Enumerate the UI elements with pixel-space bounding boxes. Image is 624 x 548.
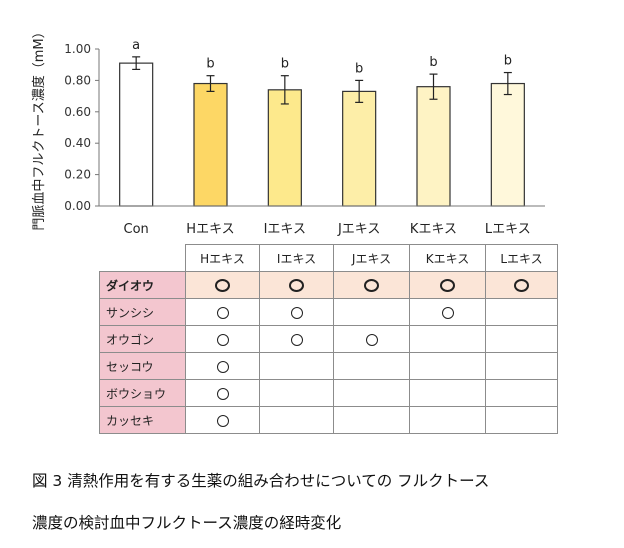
- table-cell: [333, 298, 410, 326]
- caption-line-2: 濃度の検討血中フルクトース濃度の経時変化: [32, 514, 342, 532]
- table-cell: [259, 379, 334, 407]
- included-circle-icon: [216, 333, 229, 346]
- y-tick-label: 1.00: [64, 42, 91, 56]
- included-circle-icon: [440, 279, 455, 292]
- table-cell: [333, 325, 410, 353]
- x-axis-labels: Con Hエキス Iエキス Jエキス Kエキス Lエキス: [124, 222, 531, 237]
- significance-letter: b: [429, 55, 437, 70]
- bars: [119, 62, 525, 207]
- table-cell: [259, 352, 334, 380]
- y-tick-label: 0.60: [64, 105, 91, 119]
- table-cell: [485, 379, 558, 407]
- bar: [490, 82, 525, 207]
- y-tick-label: 0.20: [64, 168, 91, 182]
- included-circle-icon: [216, 387, 229, 400]
- x-tick-label: Lエキス: [485, 222, 531, 237]
- y-axis-label-text: 門脈血中フルクトース濃度（mM）: [31, 25, 47, 230]
- y-axis-ticks: 0.00 0.20 0.40 0.60 0.80 1.00: [64, 42, 99, 213]
- table-cell: [259, 271, 334, 299]
- table-cell: [333, 352, 410, 380]
- y-tick-label: 0.80: [64, 73, 91, 87]
- table-cell: [185, 298, 260, 326]
- x-tick-label: Iエキス: [264, 222, 306, 237]
- table-header-row: Hエキス Iエキス Jエキス Kエキス Lエキス: [99, 244, 558, 272]
- table-cell: [333, 406, 410, 434]
- significance-letter: b: [504, 54, 512, 69]
- included-circle-icon: [216, 414, 229, 427]
- table-row: オウゴン: [99, 325, 558, 353]
- included-circle-icon: [215, 279, 230, 292]
- table-cell: [185, 379, 260, 407]
- bar: [342, 90, 377, 207]
- table-cell: [409, 271, 486, 299]
- included-circle-icon: [289, 279, 304, 292]
- table-cell: [259, 325, 334, 353]
- table-row: カッセキ: [99, 406, 558, 434]
- table-cell: [409, 379, 486, 407]
- x-tick-label: Hエキス: [186, 222, 234, 237]
- x-tick-label: Jエキス: [337, 222, 380, 237]
- table-row: ダイオウ: [99, 271, 558, 299]
- significance-labels: a b b b b b: [132, 38, 512, 77]
- row-header: ダイオウ: [99, 271, 186, 299]
- included-circle-icon: [365, 333, 378, 346]
- column-header: Iエキス: [259, 244, 334, 272]
- table-row: サンシシ: [99, 298, 558, 326]
- bar-chart: 門脈血中フルクトース濃度（mM） 0.00 0.20 0.40 0.60 0.80 1.0…: [31, 25, 545, 237]
- y-axis-label: 門脈血中フルクトース濃度（mM）: [31, 25, 47, 230]
- table-cell: [259, 406, 334, 434]
- table-cell: [185, 325, 260, 353]
- table-cell: [409, 352, 486, 380]
- table-cell: [185, 406, 260, 434]
- table-cell: [409, 325, 486, 353]
- table-cell: [485, 352, 558, 380]
- included-circle-icon: [290, 306, 303, 319]
- row-header: ボウショウ: [99, 379, 186, 407]
- significance-letter: b: [206, 57, 214, 72]
- included-circle-icon: [216, 306, 229, 319]
- significance-letter: b: [355, 61, 363, 76]
- table-cell: [409, 406, 486, 434]
- included-circle-icon: [514, 279, 529, 292]
- row-header: カッセキ: [99, 406, 186, 434]
- y-tick-label: 0.00: [64, 199, 91, 213]
- column-header: Hエキス: [185, 244, 260, 272]
- table-cell: [333, 271, 410, 299]
- column-header: Lエキス: [485, 244, 558, 272]
- row-header: サンシシ: [99, 298, 186, 326]
- table-row: ボウショウ: [99, 379, 558, 407]
- table-cell: [485, 325, 558, 353]
- table-cell: [333, 379, 410, 407]
- row-header: セッコウ: [99, 352, 186, 380]
- bar: [193, 82, 228, 207]
- table-cell: [259, 298, 334, 326]
- bar: [416, 86, 451, 207]
- figure-caption: 図 3 清熱作用を有する生薬の組み合わせについての フルクトース 濃度の検討血中…: [32, 460, 612, 544]
- included-circle-icon: [216, 360, 229, 373]
- x-tick-label: Con: [124, 222, 149, 237]
- caption-line-1: 図 3 清熱作用を有する生薬の組み合わせについての フルクトース: [32, 472, 490, 490]
- table-cell: [185, 271, 260, 299]
- included-circle-icon: [441, 306, 454, 319]
- significance-letter: a: [132, 38, 140, 53]
- table-cell: [185, 352, 260, 380]
- bar: [119, 62, 154, 207]
- table-row: セッコウ: [99, 352, 558, 380]
- included-circle-icon: [290, 333, 303, 346]
- x-tick-label: Kエキス: [410, 222, 457, 237]
- herb-combination-table: Hエキス Iエキス Jエキス Kエキス Lエキス ダイオウ サンシシ オウゴン セッコウ ボウショ…: [99, 244, 558, 434]
- included-circle-icon: [364, 279, 379, 292]
- y-tick-label: 0.40: [64, 136, 91, 150]
- error-bars: [132, 56, 512, 105]
- table-cell: [485, 298, 558, 326]
- bar: [267, 89, 302, 207]
- column-header: Kエキス: [409, 244, 486, 272]
- table-cell: [409, 298, 486, 326]
- table-cell: [485, 271, 558, 299]
- table-cell: [485, 406, 558, 434]
- significance-letter: b: [281, 57, 289, 72]
- table-corner: [99, 244, 186, 272]
- row-header: オウゴン: [99, 325, 186, 353]
- column-header: Jエキス: [333, 244, 410, 272]
